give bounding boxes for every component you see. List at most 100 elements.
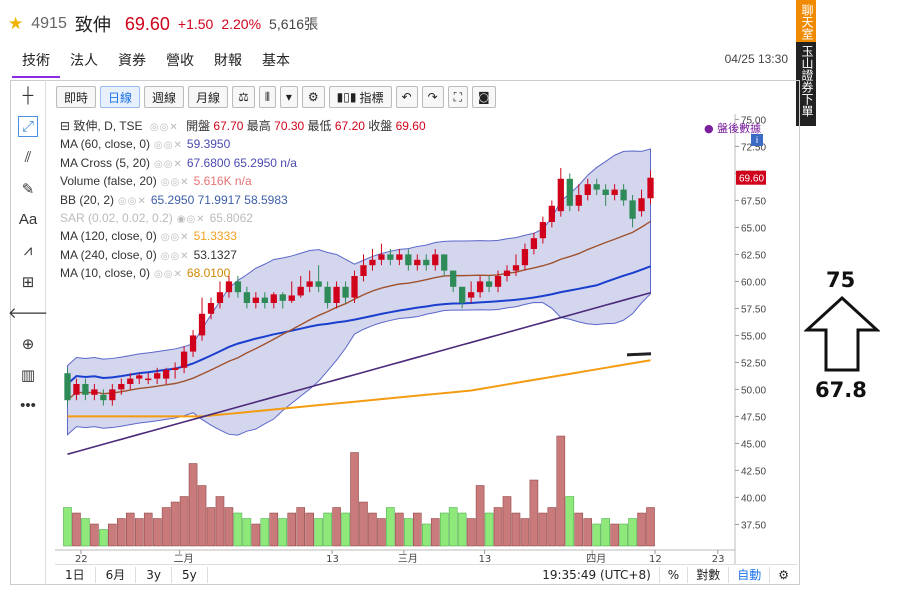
pattern-icon[interactable]: ⩘ (23, 242, 33, 259)
tab-financials[interactable]: 財報 (214, 53, 242, 69)
x-tick-label: 22 (75, 554, 88, 564)
auto-scale-button[interactable]: 自動 (728, 566, 769, 583)
after-hours-link[interactable]: ● 盤後數據 (704, 122, 762, 135)
tab-revenue[interactable]: 營收 (166, 53, 194, 69)
candle-body (611, 189, 618, 195)
log-scale-button[interactable]: 對數 (687, 566, 728, 583)
tab-technical[interactable]: 技術 (12, 48, 60, 78)
candle-body (512, 265, 520, 271)
undo-icon[interactable]: ↶ (395, 86, 418, 108)
legend-main: ⊟ 致伸, D, TSE ◎◎✕ 開盤 67.70 最高 70.30 最低 67… (60, 118, 426, 136)
range-1d-button[interactable]: 1日 (55, 566, 96, 583)
indicator-controls-icon[interactable]: ◎◎✕ (154, 158, 183, 170)
indicator-controls-icon[interactable]: ◎◎✕ (154, 140, 183, 152)
monthly-button[interactable]: 月線 (188, 86, 229, 108)
volume-bar (377, 518, 386, 547)
indicator-legend: ⊟ 致伸, D, TSE ◎◎✕ 開盤 67.70 最高 70.30 最低 67… (60, 118, 426, 284)
volume-bar (233, 512, 243, 547)
star-icon[interactable]: ★ (8, 14, 24, 33)
x-tick-label: 二月 (174, 553, 194, 564)
redo-icon[interactable]: ↷ (421, 86, 444, 108)
collapse-icon[interactable]: ⊟ (60, 119, 71, 133)
y-tick-label: 57.50 (741, 304, 766, 315)
y-tick-label: 67.50 (741, 196, 766, 207)
gear-icon[interactable]: ⚙ (769, 566, 797, 583)
indicator-value: 65.2950 71.9917 58.5983 (150, 192, 288, 207)
volume-bar (350, 452, 359, 547)
volume-bar (386, 507, 395, 547)
ma120-line (67, 359, 651, 418)
legend-controls-icon[interactable]: ◎◎✕ (149, 122, 179, 133)
indicator-controls-icon[interactable]: ◎◎✕ (160, 250, 190, 262)
volume-bar (601, 518, 610, 547)
volume-bar (314, 518, 323, 547)
compare-scale-icon[interactable]: ⚖ (232, 86, 255, 108)
x-tick-label: 23 (712, 554, 725, 564)
stock-price: 69.60 (124, 13, 170, 34)
indicator-controls-icon[interactable]: ◉◎✕ (176, 214, 206, 226)
gear-icon[interactable]: ⚙ (301, 86, 325, 108)
measure-icon[interactable]: ⊞ (21, 273, 35, 291)
ruler-icon[interactable]: ▥ (20, 366, 36, 384)
stock-name: 致伸 (74, 15, 111, 36)
percent-scale-button[interactable]: % (658, 566, 687, 583)
daily-button[interactable]: 日線 (100, 86, 141, 108)
indicator-name: SAR (0.02, 0.02, 0.2) (60, 211, 173, 226)
candle-body (261, 297, 268, 303)
candle-body (476, 281, 484, 293)
info-icon[interactable]: i (751, 134, 763, 146)
x-tick-label: 三月 (398, 553, 418, 564)
volume-bar (90, 523, 99, 547)
broker-order-link[interactable]: 玉山證券下單 (796, 42, 816, 126)
indicators-button[interactable]: ▮▯▮ 指標 (328, 86, 392, 108)
candle-body (539, 222, 547, 239)
volume-bar (466, 518, 476, 547)
indicator-value: 53.1327 (193, 247, 237, 262)
weekly-button[interactable]: 週線 (144, 86, 185, 108)
y-tick-label: 75.00 (741, 115, 766, 126)
high-value: 70.30 (274, 119, 305, 133)
range-5y-button[interactable]: 5y (172, 566, 208, 583)
zoom-icon[interactable]: ⊕ (21, 335, 35, 353)
range-6m-button[interactable]: 6月 (96, 566, 137, 583)
indicator-controls-icon[interactable]: ◎◎✕ (154, 269, 183, 281)
candle-type-icon[interactable]: ⫴ (258, 86, 276, 108)
camera-icon[interactable]: ◙ (472, 86, 496, 108)
price-chart[interactable]: 75.0072.5070.0067.5065.0062.5060.0057.50… (55, 114, 800, 564)
volume-bar (260, 518, 270, 547)
chatroom-link[interactable]: 聊天室 (796, 0, 816, 42)
brush-icon[interactable]: ✎ (21, 180, 35, 198)
back-arrow-icon[interactable]: 🡐 (7, 305, 49, 322)
more-icon[interactable]: ••• (20, 397, 36, 414)
volume-bar (108, 523, 117, 547)
y-tick-label: 47.50 (741, 412, 766, 423)
realtime-button[interactable]: 即時 (56, 86, 97, 108)
candle-body (396, 254, 403, 260)
y-tick-label: 45.00 (741, 439, 766, 450)
tab-basic[interactable]: 基本 (262, 53, 290, 69)
range-3y-button[interactable]: 3y (136, 566, 173, 583)
candle-body (557, 178, 564, 212)
volume-bar (475, 485, 485, 547)
candle-body (414, 259, 421, 266)
indicator-controls-icon[interactable]: ◎◎✕ (160, 177, 190, 189)
trendline-icon[interactable]: ⤢ (10, 111, 46, 142)
volume-bar (278, 518, 288, 547)
y-tick-label: 60.00 (741, 277, 766, 288)
chevron-down-icon[interactable]: ▾ (279, 86, 298, 108)
text-tool-icon[interactable]: Aa (18, 211, 38, 228)
candle-body (521, 249, 529, 266)
indicator-controls-icon[interactable]: ◎◎✕ (160, 232, 190, 244)
volume-bar (574, 512, 584, 547)
fullscreen-icon[interactable]: ⛶ (447, 86, 469, 108)
candle-body (288, 295, 295, 301)
crosshair-icon[interactable]: ┼ (22, 87, 34, 104)
volume-bar (430, 518, 440, 547)
annotation-target: 75 (826, 268, 856, 292)
tab-institutional[interactable]: 法人 (70, 53, 98, 69)
fib-lines-icon[interactable]: ⫽ (24, 149, 32, 166)
volume-bar (269, 512, 279, 547)
indicator-controls-icon[interactable]: ◎◎✕ (118, 195, 147, 207)
chart-bottom-bar: 1日 6月 3y 5y 19:35:49 (UTC+8) % 對數 自動 ⚙ (55, 564, 797, 584)
tab-margin[interactable]: 資券 (118, 53, 146, 69)
